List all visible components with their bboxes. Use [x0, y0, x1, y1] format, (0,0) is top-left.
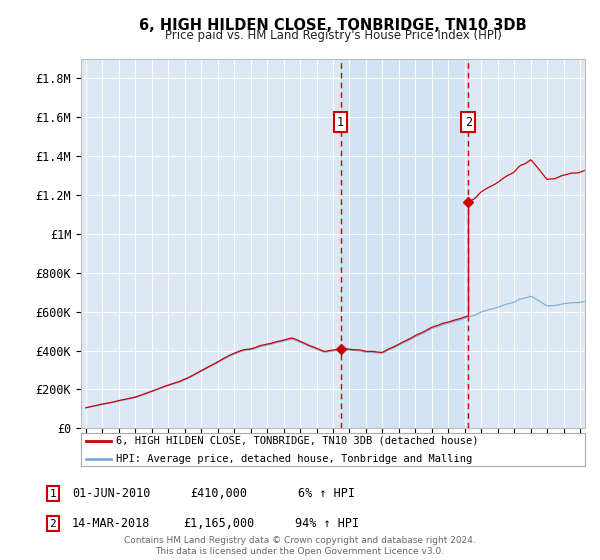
Text: 1: 1 — [337, 115, 344, 129]
Text: 6% ↑ HPI: 6% ↑ HPI — [299, 487, 355, 501]
Text: HPI: Average price, detached house, Tonbridge and Malling: HPI: Average price, detached house, Tonb… — [116, 454, 473, 464]
Text: 6, HIGH HILDEN CLOSE, TONBRIDGE, TN10 3DB (detached house): 6, HIGH HILDEN CLOSE, TONBRIDGE, TN10 3D… — [116, 436, 479, 446]
Bar — [341, 59, 468, 428]
Text: 2: 2 — [464, 115, 472, 129]
Text: 2: 2 — [49, 519, 56, 529]
Text: 94% ↑ HPI: 94% ↑ HPI — [295, 517, 359, 530]
Text: 01-JUN-2010: 01-JUN-2010 — [72, 487, 150, 501]
Text: 1: 1 — [49, 489, 56, 499]
Text: Price paid vs. HM Land Registry's House Price Index (HPI): Price paid vs. HM Land Registry's House … — [164, 29, 502, 42]
Text: 6, HIGH HILDEN CLOSE, TONBRIDGE, TN10 3DB: 6, HIGH HILDEN CLOSE, TONBRIDGE, TN10 3D… — [139, 18, 527, 33]
Text: £410,000: £410,000 — [191, 487, 248, 501]
Text: Contains HM Land Registry data © Crown copyright and database right 2024.
This d: Contains HM Land Registry data © Crown c… — [124, 536, 476, 556]
Text: £1,165,000: £1,165,000 — [184, 517, 254, 530]
Text: 14-MAR-2018: 14-MAR-2018 — [72, 517, 150, 530]
